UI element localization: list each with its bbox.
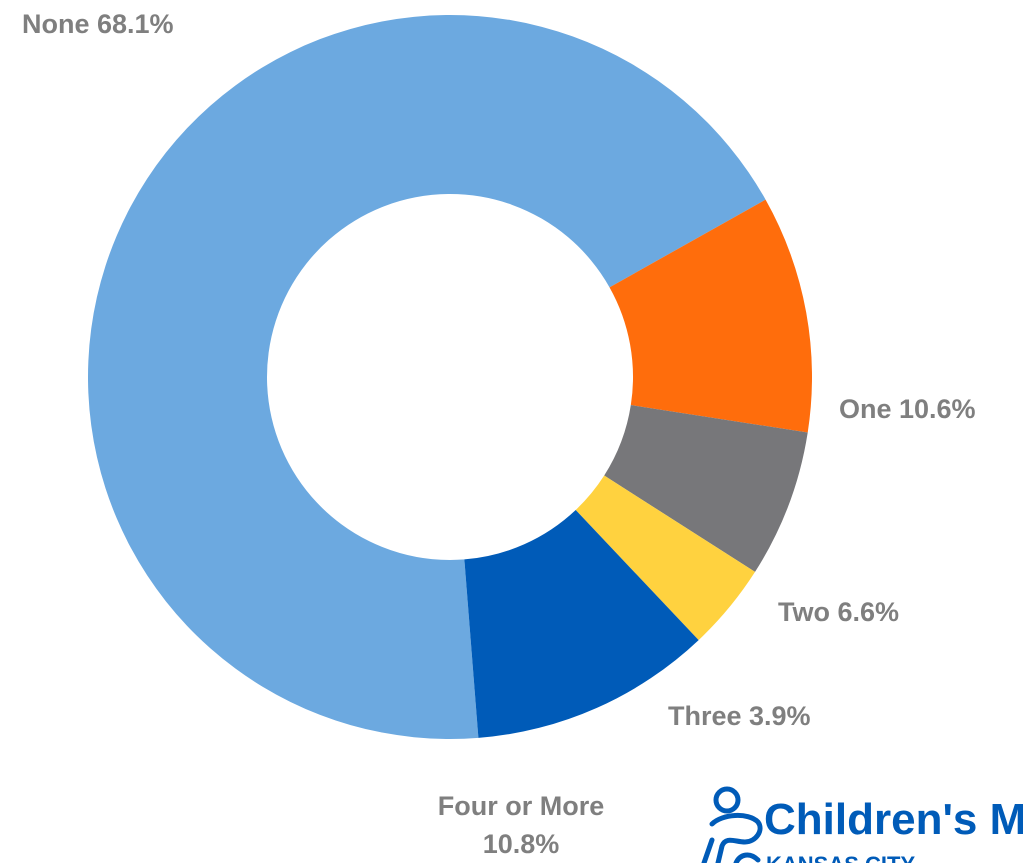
slice-label-two: Two 6.6% — [778, 597, 899, 627]
donut-slices — [88, 15, 812, 739]
slice-label-three: Three 3.9% — [668, 701, 811, 731]
childrens-mercy-logo: Children's M KANSAS CITY — [704, 789, 1023, 863]
slice-label-four-or-more-line2: 10.8% — [483, 829, 560, 859]
slice-label-four-or-more-line1: Four or More — [438, 791, 605, 821]
children-figure-icon — [704, 789, 760, 863]
slice-label-one: One 10.6% — [839, 394, 976, 424]
logo-name: Children's M — [764, 795, 1023, 844]
logo-location: KANSAS CITY — [766, 852, 915, 863]
slice-label-none: None 68.1% — [22, 9, 174, 39]
